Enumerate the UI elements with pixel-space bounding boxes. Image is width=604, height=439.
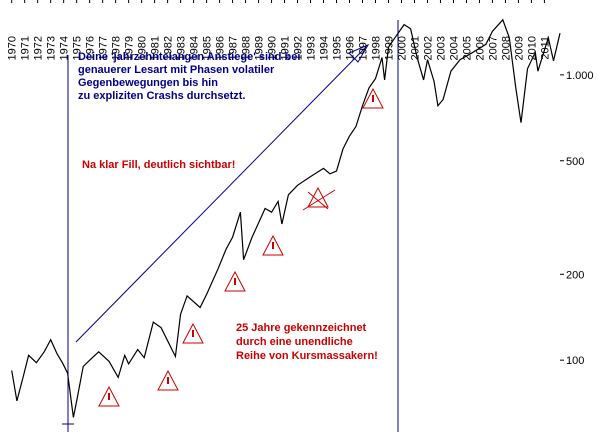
x-tick-label: 2002 [422, 36, 434, 60]
x-tick-label: 1981 [150, 36, 162, 60]
x-tick-label: 1992 [293, 36, 305, 60]
y-tick-label: 100 [566, 355, 584, 367]
annotation-text: zu expliziten Crashs durchsetzt. [78, 90, 245, 102]
x-tick-label: 1990 [267, 36, 279, 60]
x-tick-label: 2010 [526, 36, 538, 60]
x-tick-label: 1988 [241, 36, 253, 60]
x-tick-label: 1973 [46, 36, 58, 60]
annotation-text: 25 Jahre gekennzeichnet [236, 322, 367, 334]
arrow-head [348, 43, 370, 63]
annotation-text: Na klar Fill, deutlich sichtbar! [82, 159, 235, 171]
x-tick-label: 1983 [176, 36, 188, 60]
annotation-text: durch eine unendliche [236, 336, 353, 348]
x-tick-label: 1994 [319, 36, 331, 60]
y-tick-label: 200 [566, 269, 584, 281]
x-tick-label: 1984 [189, 36, 201, 60]
x-tick-label: 2003 [435, 36, 447, 60]
x-tick-label: 1971 [20, 36, 32, 60]
x-tick-label: 1997 [358, 36, 370, 60]
y-tick-label: 1.000 [566, 70, 594, 82]
annotation-text: Gegenbewegungen bis hin [78, 77, 218, 89]
x-tick-label: 2004 [448, 36, 460, 60]
x-tick-label: 1998 [370, 36, 382, 60]
x-tick-label: 1985 [202, 36, 214, 60]
x-tick-label: 1972 [33, 36, 45, 60]
x-tick-label: 2007 [487, 36, 499, 60]
x-tick-label: 1986 [215, 36, 227, 60]
x-tick-label: 1977 [98, 36, 110, 60]
x-tick-label: 1982 [163, 36, 175, 60]
x-tick-label: 1996 [345, 36, 357, 60]
x-tick-label: 1995 [332, 36, 344, 60]
x-tick-label: 1989 [254, 36, 266, 60]
x-tick-label: 2005 [461, 36, 473, 60]
x-tick-label: 2000 [396, 36, 408, 60]
x-tick-label: 1975 [72, 36, 84, 60]
x-tick-label: 2008 [500, 36, 512, 60]
x-tick-label: 1978 [111, 36, 123, 60]
y-tick-label: 500 [566, 156, 584, 168]
price-line [11, 18, 561, 418]
warning-marks [108, 95, 374, 400]
annotation-text: Reihe von Kursmassakern! [236, 350, 378, 362]
x-tick-label: 2009 [513, 36, 525, 60]
x-tick-label: 1979 [124, 36, 136, 60]
arrow [75, 46, 367, 343]
x-tick-label: 1970 [7, 36, 19, 60]
x-tick-label: 1976 [85, 36, 97, 60]
x-tick-label: 1987 [228, 36, 240, 60]
x-tick-label: 1993 [306, 36, 318, 60]
annotation-text: genauerer Lesart mit Phasen volatiler [78, 64, 275, 76]
warning-icons [98, 87, 384, 407]
x-tick-label: 1980 [137, 36, 149, 60]
x-tick-label: 1991 [280, 36, 292, 60]
x-tick-label: 1974 [59, 36, 71, 60]
annotation-text: Deine 'jahrzehntelangen Anstiege' sind b… [78, 51, 300, 63]
